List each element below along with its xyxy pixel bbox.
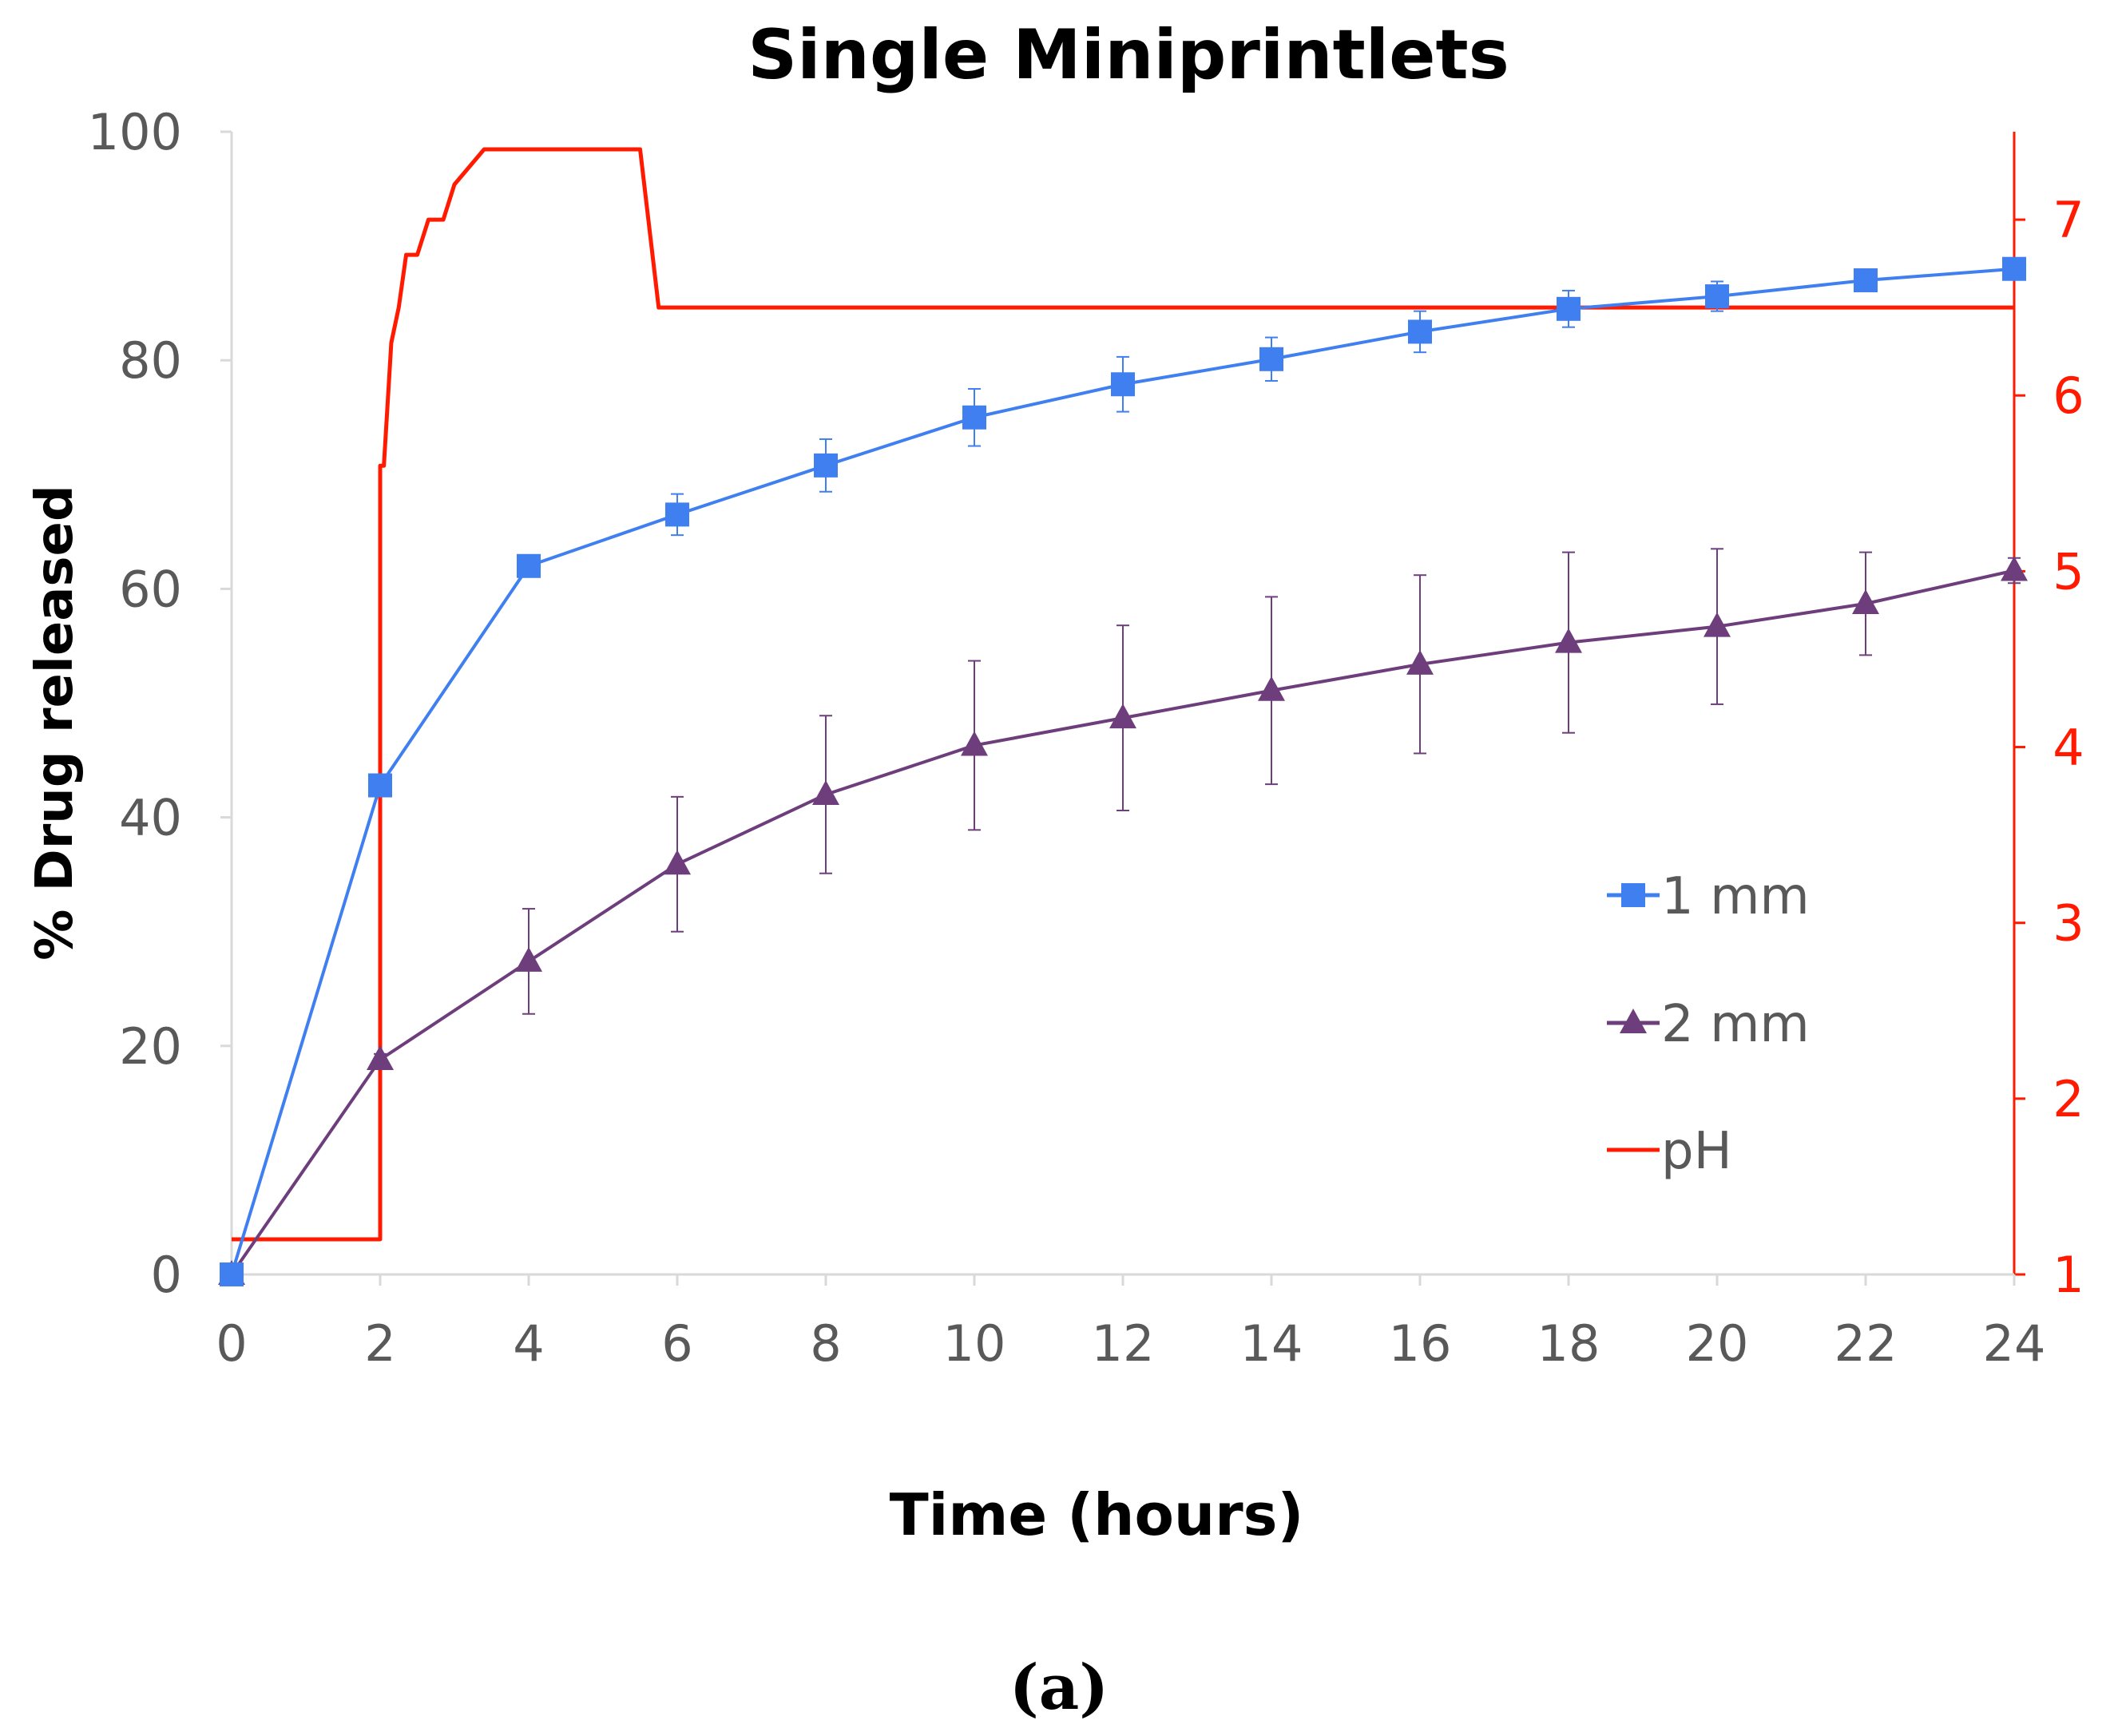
left-axis: 0 20 40 60 80 100 — [88, 103, 233, 1304]
x-tick-label: 22 — [1834, 1314, 1898, 1373]
data-point — [367, 1044, 394, 1070]
data-point — [664, 850, 691, 875]
right-tick-label: 6 — [2053, 367, 2084, 425]
data-point — [1852, 589, 1879, 615]
x-tick-label: 4 — [513, 1314, 544, 1373]
figure-caption: (a) — [1009, 1651, 1109, 1724]
left-tick-label: 100 — [88, 103, 182, 161]
legend-item-ph: pH — [1607, 1122, 1732, 1181]
series-line — [232, 147, 2014, 1242]
data-point — [962, 405, 986, 430]
legend-swatch-marker — [1621, 883, 1645, 907]
series-2-mm — [218, 548, 2028, 1285]
series-1-mm — [220, 256, 2026, 1286]
data-point — [1111, 372, 1135, 397]
left-tick-label: 40 — [119, 789, 182, 847]
x-tick-label: 16 — [1389, 1314, 1452, 1373]
left-tick-label: 20 — [119, 1017, 182, 1076]
x-tick-label: 14 — [1240, 1314, 1303, 1373]
data-point — [1705, 284, 1729, 309]
right-axis: 1 2 3 4 5 6 7 — [2013, 132, 2084, 1304]
data-point — [368, 773, 392, 798]
x-axis-ticks: 0 2 4 6 8 10 12 14 16 18 20 22 24 — [216, 1274, 2045, 1373]
data-point — [1704, 612, 1731, 637]
x-tick-label: 18 — [1537, 1314, 1600, 1373]
data-point — [1557, 296, 1581, 321]
data-point — [1408, 319, 1432, 344]
x-tick-label: 10 — [943, 1314, 1006, 1373]
left-tick-label: 80 — [119, 331, 182, 390]
data-point — [814, 453, 838, 478]
left-tick-label: 0 — [151, 1246, 182, 1304]
right-axis-ticks: 1 2 3 4 5 6 7 — [2014, 191, 2084, 1304]
plot-area — [218, 147, 2028, 1286]
legend-item-1-mm: 1 mm — [1607, 867, 1810, 926]
data-point — [665, 502, 689, 527]
data-point — [2002, 256, 2026, 281]
legend: 1 mm 2 mm pH — [1607, 867, 1810, 1181]
x-tick-label: 6 — [661, 1314, 692, 1373]
data-point — [812, 779, 839, 805]
legend-label: 2 mm — [1661, 995, 1810, 1054]
data-point — [2001, 556, 2028, 581]
data-point — [220, 1262, 244, 1286]
x-tick-label: 12 — [1092, 1314, 1155, 1373]
x-tick-label: 24 — [1983, 1314, 2046, 1373]
data-point — [515, 946, 542, 972]
left-axis-ticks: 0 20 40 60 80 100 — [88, 103, 232, 1304]
chart-title: Single Miniprintlets — [748, 15, 1509, 95]
data-point — [1258, 676, 1285, 701]
data-point — [961, 731, 988, 756]
y-axis-title: % Drug released — [26, 485, 85, 961]
data-point — [517, 553, 541, 578]
x-tick-label: 2 — [364, 1314, 395, 1373]
legend-swatch-marker — [1620, 1009, 1647, 1033]
x-axis-title: Time (hours) — [890, 1481, 1304, 1548]
x-tick-label: 20 — [1686, 1314, 1749, 1373]
right-tick-label: 2 — [2053, 1070, 2084, 1128]
data-point — [1259, 347, 1283, 371]
data-point — [1555, 628, 1582, 653]
legend-label: pH — [1661, 1122, 1732, 1181]
data-point — [1109, 704, 1136, 729]
right-tick-label: 3 — [2053, 894, 2084, 953]
x-tick-label: 0 — [216, 1314, 247, 1373]
right-tick-label: 1 — [2053, 1246, 2084, 1304]
legend-label: 1 mm — [1661, 867, 1810, 926]
left-tick-label: 60 — [119, 560, 182, 618]
right-tick-label: 7 — [2053, 191, 2084, 249]
series-ph — [232, 147, 2014, 1242]
x-tick-label: 8 — [810, 1314, 841, 1373]
x-axis: 0 2 4 6 8 10 12 14 16 18 20 22 24 — [216, 1273, 2045, 1373]
right-tick-label: 4 — [2053, 719, 2084, 777]
data-point — [1406, 649, 1434, 675]
right-tick-label: 5 — [2053, 542, 2084, 600]
data-point — [1854, 268, 1878, 293]
legend-item-2-mm: 2 mm — [1607, 995, 1810, 1054]
